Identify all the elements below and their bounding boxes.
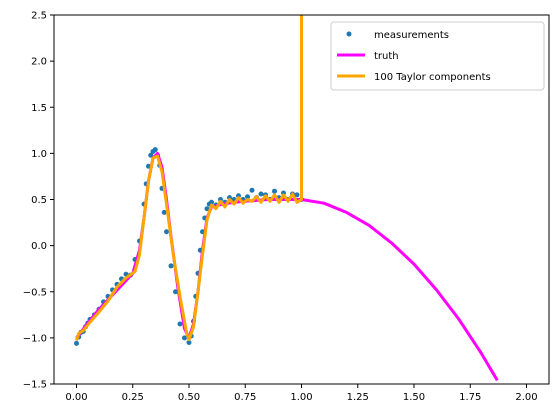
- data-point: [182, 335, 187, 341]
- x-tick-label: 0.75: [234, 392, 256, 403]
- legend: measurements truth 100 Taylor components: [330, 21, 545, 91]
- x-axis: 0.00 0.25 0.50 0.75 1.00 1.25 1.50 1.75 2.00: [65, 384, 538, 403]
- x-tick-label: 1.25: [347, 392, 369, 403]
- y-tick-label: −1.0: [23, 333, 47, 344]
- data-point: [161, 209, 167, 215]
- y-tick-label: 0.0: [31, 241, 47, 252]
- x-tick-label: 2.00: [515, 392, 537, 403]
- legend-box: [330, 21, 545, 91]
- y-tick-label: 1.5: [31, 103, 47, 114]
- series-line-truth: [75, 151, 499, 382]
- legend-label: 100 Taylor components: [374, 72, 491, 83]
- y-tick-label: 0.5: [31, 195, 47, 206]
- legend-label: measurements: [374, 30, 449, 41]
- data-point: [249, 187, 255, 193]
- x-tick-label: 0.00: [65, 392, 87, 403]
- data-point: [148, 152, 154, 158]
- data-point: [74, 340, 79, 346]
- y-tick-label: 1.0: [31, 149, 47, 160]
- data-point: [204, 206, 210, 212]
- x-tick-label: 0.25: [122, 392, 144, 403]
- series-measurements: [74, 147, 304, 346]
- x-tick-label: 1.75: [459, 392, 481, 403]
- y-tick-label: −0.5: [23, 287, 47, 298]
- data-point: [173, 289, 178, 295]
- data-point: [177, 321, 183, 327]
- data-point: [294, 192, 300, 198]
- data-point: [245, 194, 250, 200]
- x-tick-label: 1.50: [403, 392, 425, 403]
- data-point: [209, 199, 214, 205]
- legend-label: truth: [374, 51, 399, 62]
- y-tick-label: 2.0: [31, 57, 47, 68]
- y-axis: −1.5 −1.0 −0.5 0.0 0.5 1.0 1.5 2.0 2.5: [23, 11, 54, 391]
- x-tick-label: 0.50: [178, 392, 200, 403]
- data-point: [272, 188, 277, 194]
- data-point: [164, 229, 169, 235]
- data-point: [152, 147, 158, 153]
- data-point: [258, 191, 264, 197]
- data-point: [186, 339, 192, 345]
- x-tick-label: 1.00: [290, 392, 312, 403]
- y-tick-label: 2.5: [31, 11, 47, 22]
- series-line-taylor: [75, 15, 303, 342]
- y-tick-label: −1.5: [23, 380, 47, 391]
- legend-marker-dot: [346, 31, 352, 37]
- data-point: [168, 263, 174, 269]
